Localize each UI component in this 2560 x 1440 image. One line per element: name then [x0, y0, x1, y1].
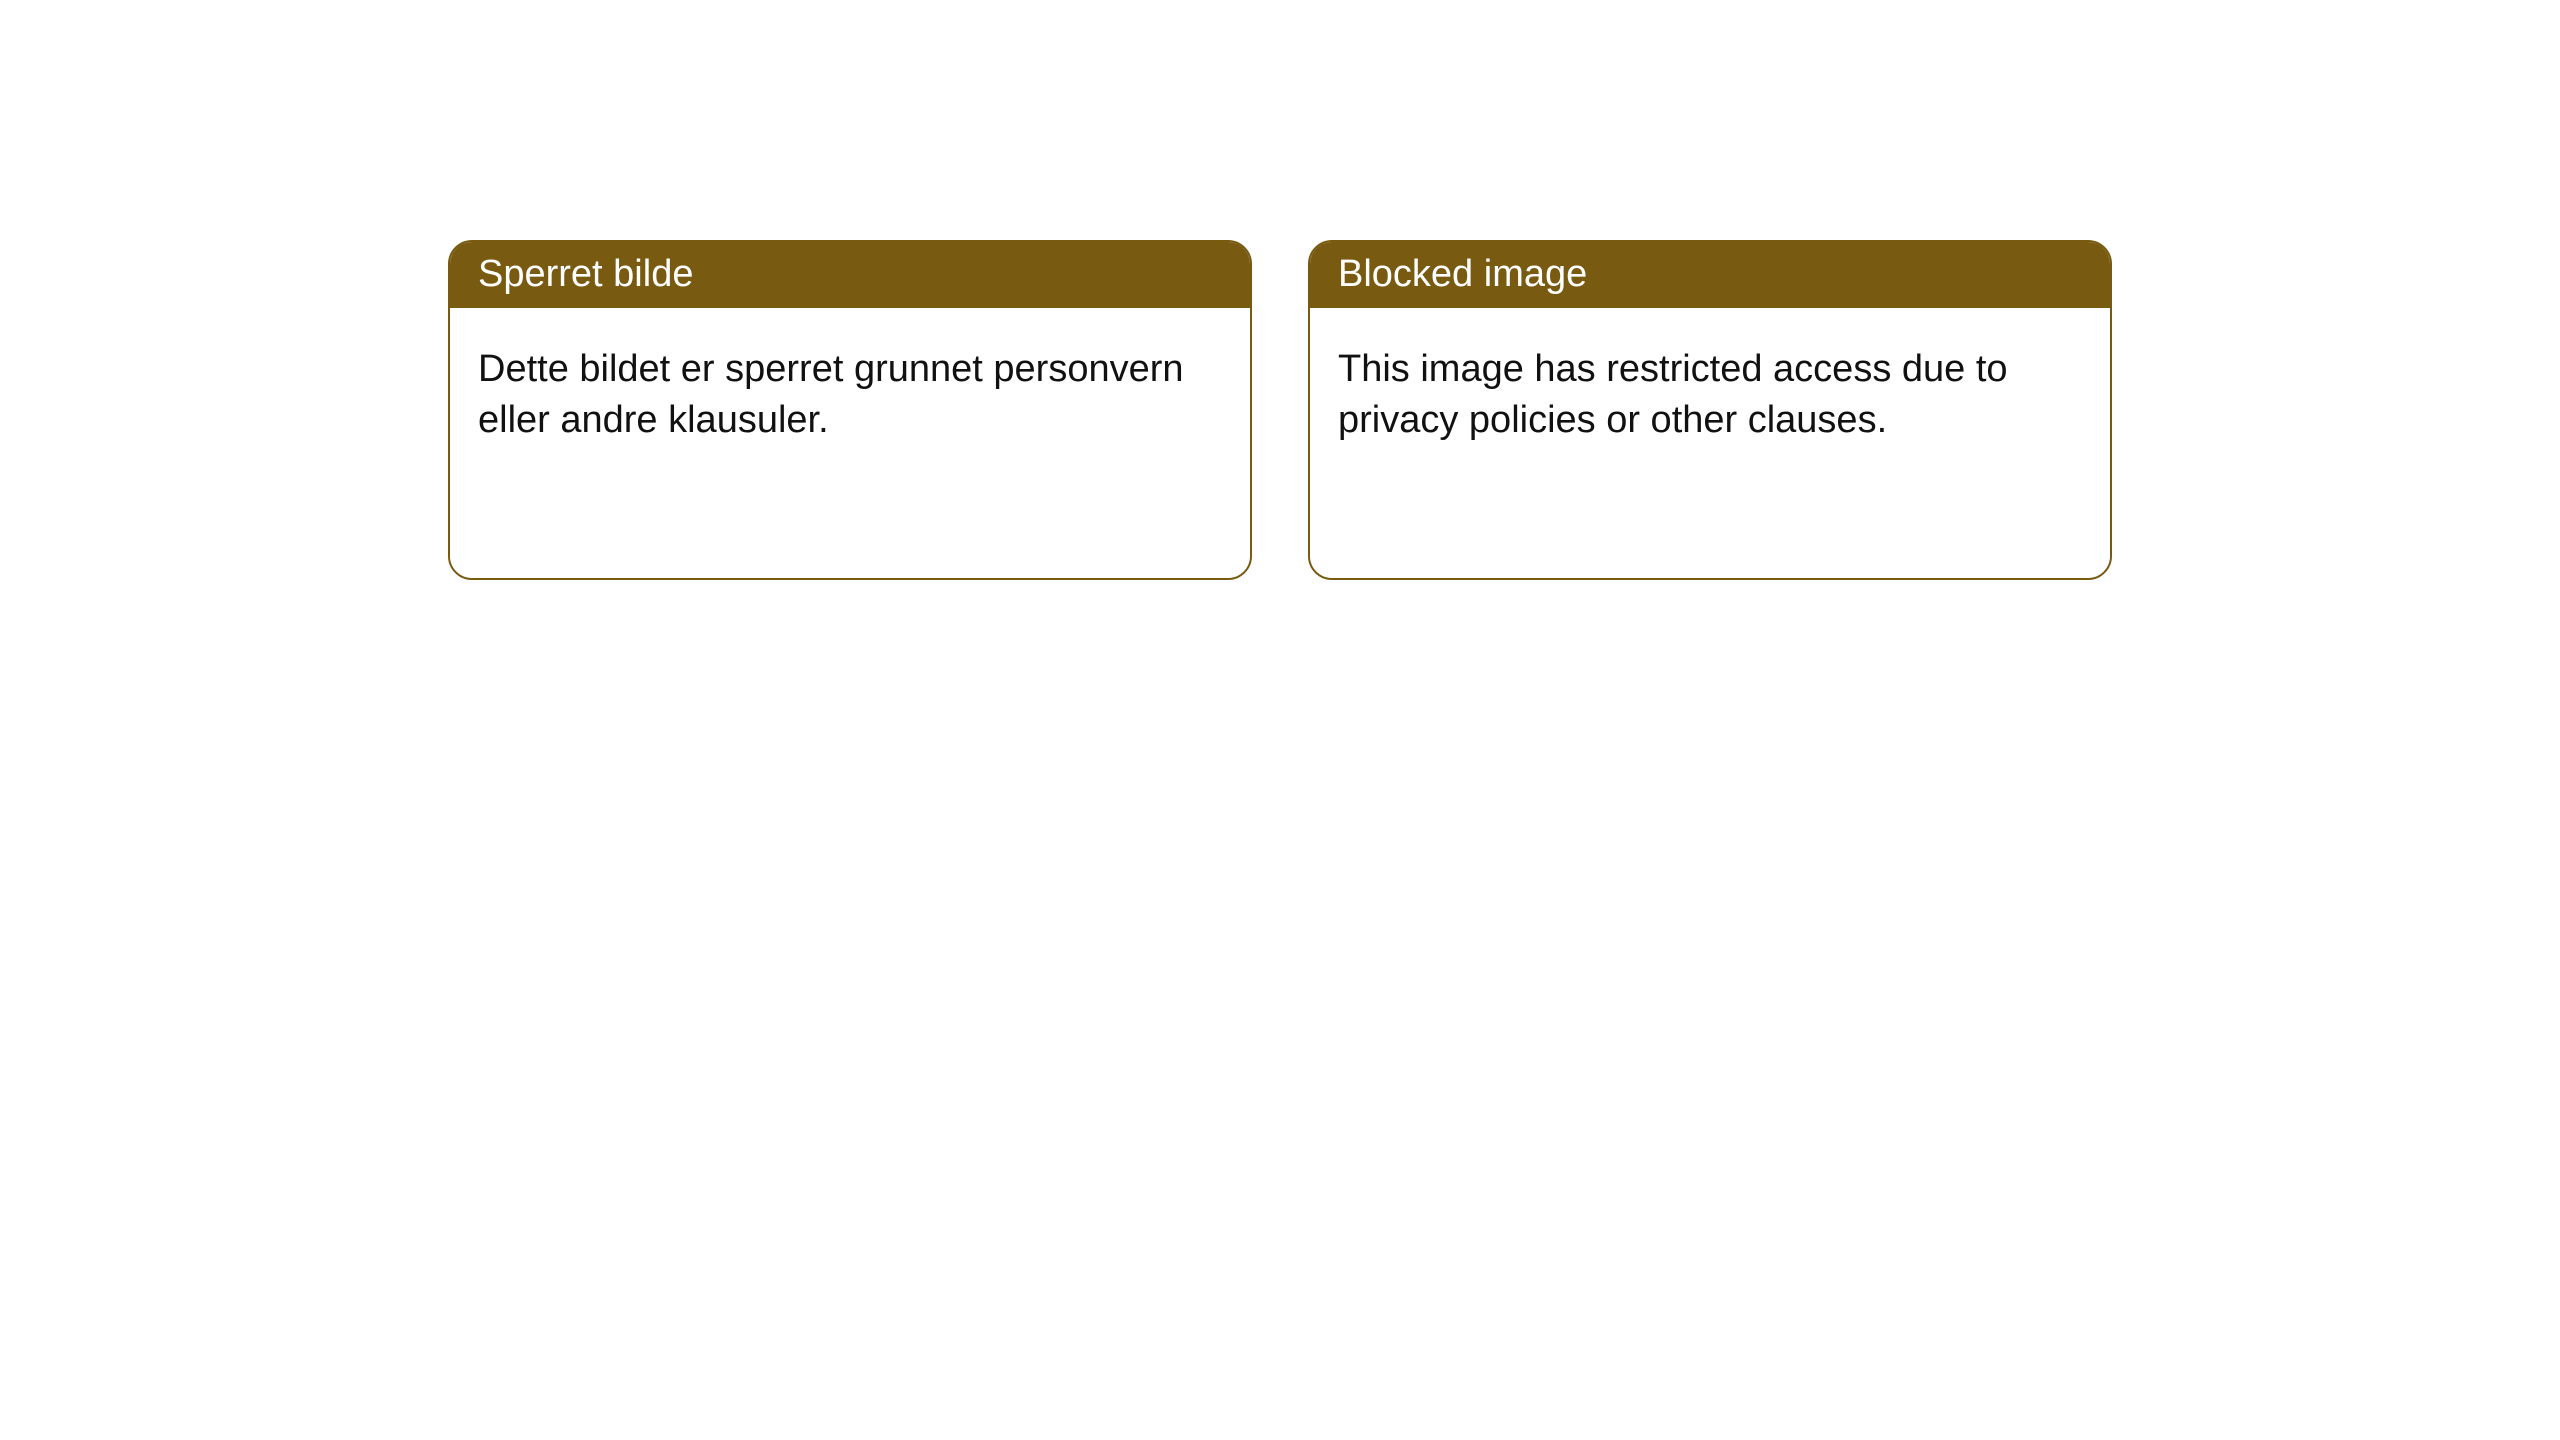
notice-container: Sperret bilde Dette bildet er sperret gr…	[448, 240, 2112, 580]
notice-card-norwegian: Sperret bilde Dette bildet er sperret gr…	[448, 240, 1252, 580]
notice-body: This image has restricted access due to …	[1310, 308, 2110, 578]
notice-body: Dette bildet er sperret grunnet personve…	[450, 308, 1250, 578]
notice-header: Blocked image	[1310, 242, 2110, 308]
notice-card-english: Blocked image This image has restricted …	[1308, 240, 2112, 580]
notice-header: Sperret bilde	[450, 242, 1250, 308]
